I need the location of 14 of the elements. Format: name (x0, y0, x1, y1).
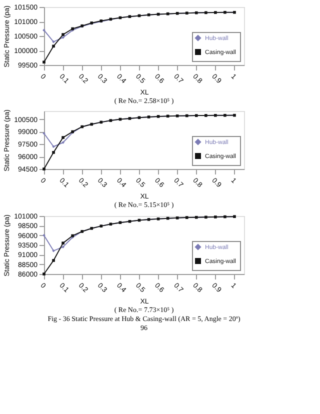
point (52, 249, 55, 252)
point (62, 36, 64, 39)
point (42, 28, 46, 32)
point (42, 168, 46, 170)
point (62, 246, 64, 248)
point (42, 60, 46, 64)
point (52, 44, 55, 48)
point (52, 40, 55, 44)
point (52, 145, 55, 148)
line-series (42, 215, 236, 276)
line-series (42, 114, 236, 170)
point (42, 234, 46, 237)
point (42, 132, 46, 135)
point (42, 272, 46, 276)
